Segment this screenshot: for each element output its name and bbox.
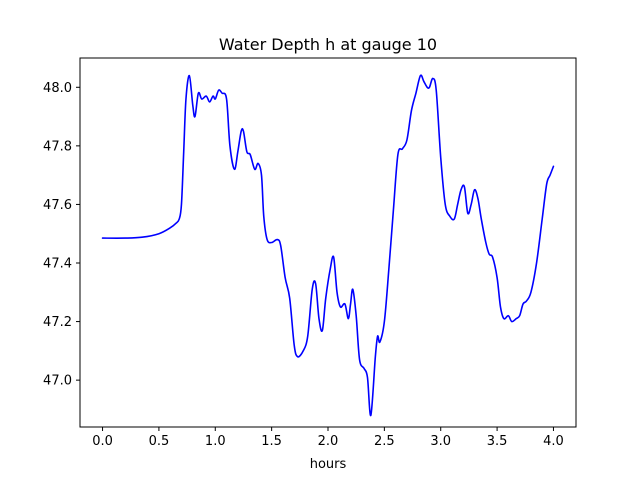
plot-area bbox=[101, 74, 555, 417]
x-tick-label: 1.0 bbox=[205, 434, 226, 449]
axes-frame bbox=[79, 57, 577, 428]
series-line bbox=[101, 74, 555, 417]
chart-title: Water Depth h at gauge 10 bbox=[219, 35, 437, 54]
x-tick-label: 0.0 bbox=[92, 434, 113, 449]
x-tick-label: 1.5 bbox=[261, 434, 282, 449]
y-tick-label: 48.0 bbox=[43, 81, 72, 96]
x-tick-label: 0.5 bbox=[149, 434, 170, 449]
y-tick-label: 47.6 bbox=[43, 198, 72, 213]
x-tick-label: 3.5 bbox=[487, 434, 508, 449]
x-axis-label: hours bbox=[310, 457, 347, 472]
x-tick-label: 2.5 bbox=[374, 434, 395, 449]
y-axis-ticks: 47.0 47.2 47.4 47.6 47.8 48.0 bbox=[43, 81, 80, 389]
x-tick-label: 2.0 bbox=[318, 434, 339, 449]
y-tick-label: 47.0 bbox=[43, 374, 72, 389]
y-tick-label: 47.4 bbox=[43, 257, 72, 272]
y-tick-label: 47.2 bbox=[43, 315, 72, 330]
x-tick-label: 3.0 bbox=[430, 434, 451, 449]
x-tick-label: 4.0 bbox=[543, 434, 564, 449]
y-tick-label: 47.8 bbox=[43, 139, 72, 154]
x-axis-ticks: 0.0 0.5 1.0 1.5 2.0 2.5 3.0 3.5 4.0 bbox=[92, 427, 564, 449]
